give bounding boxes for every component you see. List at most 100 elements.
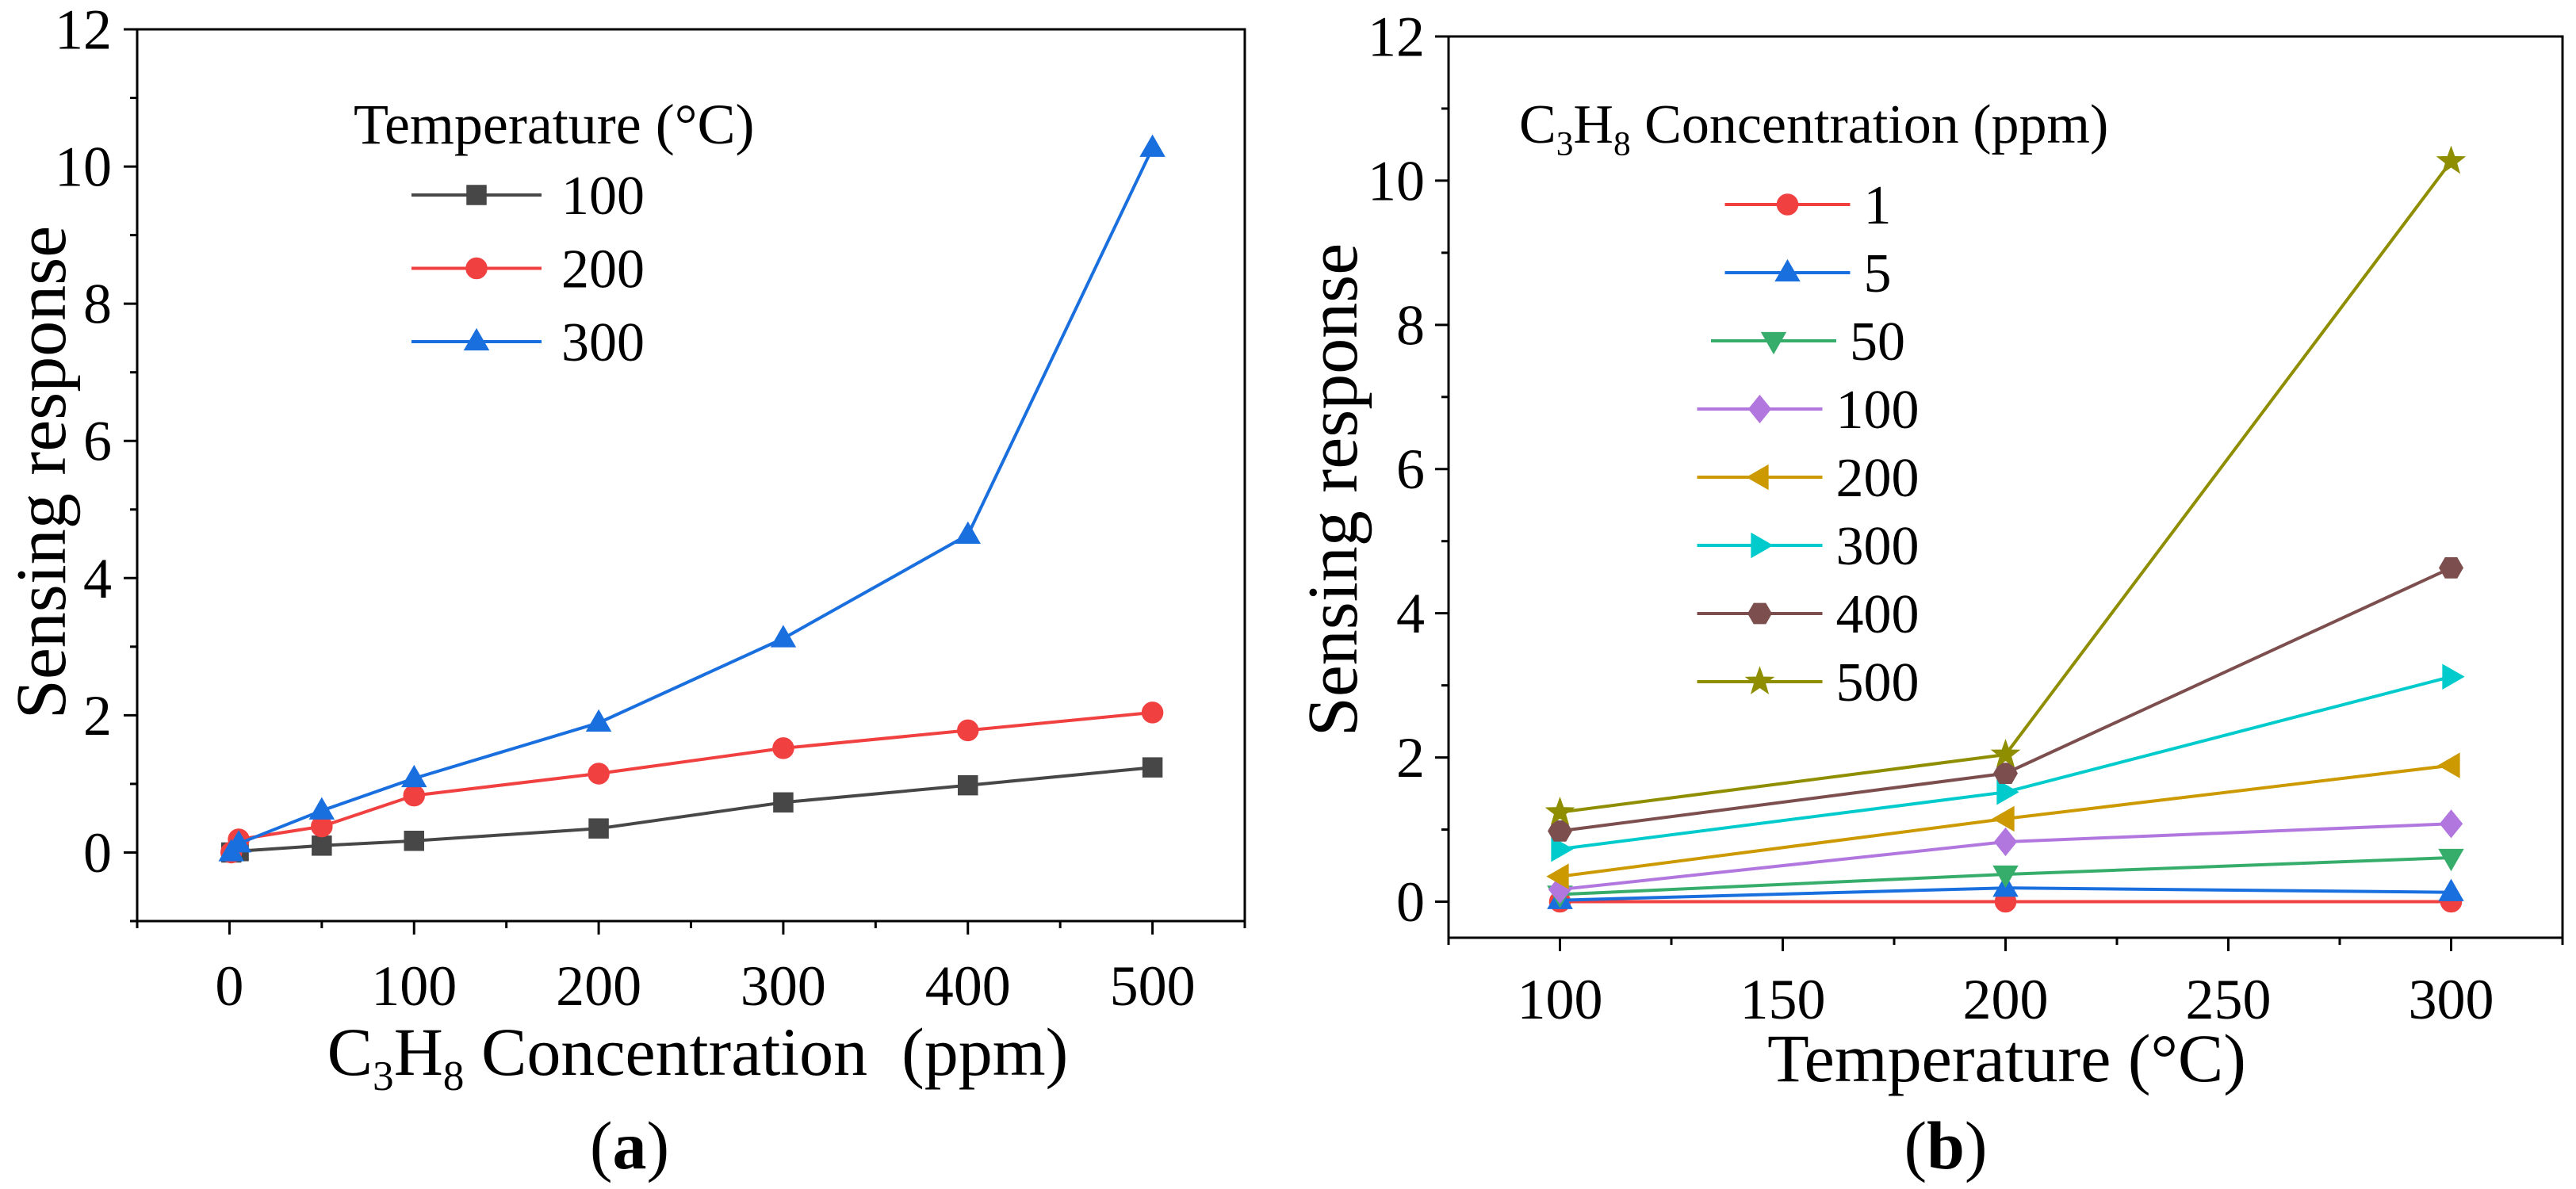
data-point-300-200 (585, 709, 612, 732)
legend-marker-300 (1751, 532, 1774, 559)
data-point-100-100 (404, 831, 424, 851)
x-tick-label: 300 (2409, 968, 2494, 1031)
subscript: 3 (373, 1053, 394, 1099)
legend-label-200: 200 (1836, 448, 1920, 509)
data-point-100-200 (1993, 827, 2018, 857)
subscript: 8 (1613, 124, 1631, 162)
chart-marks-b: 100 150 200 250 300 0 2 4 6 8 10 12 1 5 50 100 200 300 400… (1368, 5, 2564, 1031)
data-point-500-200 (1990, 739, 2021, 768)
legend-marker-300 (463, 327, 490, 351)
data-point-200-200 (588, 763, 610, 785)
data-point-300-5 (225, 830, 252, 853)
legend-label-50: 50 (1850, 312, 1905, 373)
x-tick-label: 200 (556, 954, 641, 1018)
y-tick-label: 12 (1368, 5, 1425, 68)
data-point-300-50 (308, 797, 335, 820)
data-point-100-50 (312, 835, 332, 856)
data-point-100-300 (2439, 809, 2463, 839)
y-tick-label: 8 (83, 273, 112, 336)
data-point-5-300 (2438, 878, 2464, 901)
panel-letter: b (1927, 1107, 1965, 1183)
x-tick-label: 0 (215, 954, 243, 1018)
data-point-300-100 (1551, 835, 1574, 862)
series-line-300 (230, 147, 1154, 854)
panel-label: (b) (1904, 1107, 1987, 1183)
y-tick-label: 2 (83, 684, 112, 747)
y-tick-label: 12 (55, 0, 112, 61)
data-point-300-300 (2442, 663, 2465, 690)
legend-marker-400 (1747, 602, 1772, 625)
subscript: 3 (1556, 124, 1574, 162)
data-point-200-300 (2437, 752, 2460, 778)
chart-panel-b: 100 150 200 250 300 0 2 4 6 8 10 12 1 5 50 100 200 300 400… (1294, 5, 2564, 1183)
data-point-50-300 (2438, 848, 2464, 872)
legend-marker-100 (1747, 394, 1772, 424)
x-tick-label: 150 (1740, 968, 1826, 1031)
legend-label-500: 500 (1836, 652, 1920, 713)
data-point-200-400 (957, 719, 979, 742)
legend-label-100: 100 (561, 166, 645, 227)
legend-label-300: 300 (561, 312, 645, 373)
legend-label-100: 100 (1836, 380, 1920, 441)
chart-marks-a: 0 100 200 300 400 500 0 2 4 6 8 10 12 100 200 300 (55, 0, 1246, 1018)
data-point-500-300 (2436, 145, 2467, 174)
legend-marker-50 (1760, 331, 1787, 355)
y-tick-label: 6 (83, 410, 112, 473)
legend-label-300: 300 (1836, 516, 1920, 577)
data-point-200-300 (772, 737, 794, 759)
data-point-200-100 (403, 784, 425, 807)
y-tick-label: 10 (55, 136, 112, 199)
legend-marker-200 (465, 257, 488, 280)
x-tick-label: 500 (1110, 954, 1196, 1018)
legend-label-1: 1 (1864, 175, 1892, 236)
x-axis-label: C3H8 Concentration (ppm) (327, 1014, 1069, 1099)
y-tick-label: 10 (1368, 149, 1425, 212)
data-point-100-500 (1142, 757, 1163, 778)
y-tick-label: 0 (1396, 870, 1425, 934)
panel-label: (a) (590, 1107, 669, 1183)
y-axis-label: Sensing response (1294, 243, 1372, 736)
legend-marker-5 (1774, 258, 1801, 282)
legend-marker-200 (1746, 464, 1769, 491)
data-point-100-400 (958, 774, 978, 796)
subscript: 8 (443, 1053, 465, 1099)
y-tick-label: 6 (1396, 438, 1425, 501)
data-point-300-100 (401, 764, 427, 788)
data-point-200-500 (1141, 702, 1164, 724)
data-point-300-500 (1139, 134, 1166, 157)
y-tick-label: 0 (83, 821, 112, 885)
data-point-100-300 (773, 792, 794, 813)
y-tick-label: 4 (83, 547, 112, 610)
data-point-300-300 (770, 625, 797, 648)
x-tick-label: 400 (925, 954, 1011, 1018)
x-tick-label: 200 (1963, 968, 2049, 1031)
legend-label-5: 5 (1864, 243, 1892, 304)
y-tick-label: 2 (1396, 726, 1425, 789)
x-tick-label: 300 (741, 954, 826, 1018)
data-point-400-300 (2439, 557, 2463, 579)
y-axis-label: Sensing response (2, 226, 81, 719)
x-axis-label: Temperature (°C) (1767, 1020, 2246, 1096)
panel-letter: a (613, 1107, 647, 1183)
legend-title: C3H8 Concentration (ppm) (1519, 94, 2108, 162)
x-tick-label: 100 (1518, 968, 1603, 1031)
x-tick-label: 100 (371, 954, 457, 1018)
data-point-200-200 (1992, 805, 2015, 832)
series-line-100 (231, 766, 1153, 854)
data-point-300-200 (1996, 779, 2019, 805)
x-tick-label: 250 (2186, 968, 2272, 1031)
y-tick-label: 8 (1396, 293, 1425, 357)
y-tick-label: 4 (1396, 582, 1425, 645)
chart-panel-a: 0 100 200 300 400 500 0 2 4 6 8 10 12 100 200 300 Sensi… (2, 0, 1246, 1183)
data-point-50-200 (1992, 865, 2019, 889)
legend-marker-100 (466, 185, 487, 205)
legend-title: Temperature (°C) (354, 93, 755, 156)
legend-marker-500 (1744, 666, 1775, 695)
data-point-100-200 (588, 818, 609, 839)
data-point-500-100 (1544, 796, 1575, 825)
data-point-200-100 (1546, 863, 1569, 889)
legend-marker-1 (1776, 193, 1799, 216)
legend-label-200: 200 (561, 239, 645, 300)
